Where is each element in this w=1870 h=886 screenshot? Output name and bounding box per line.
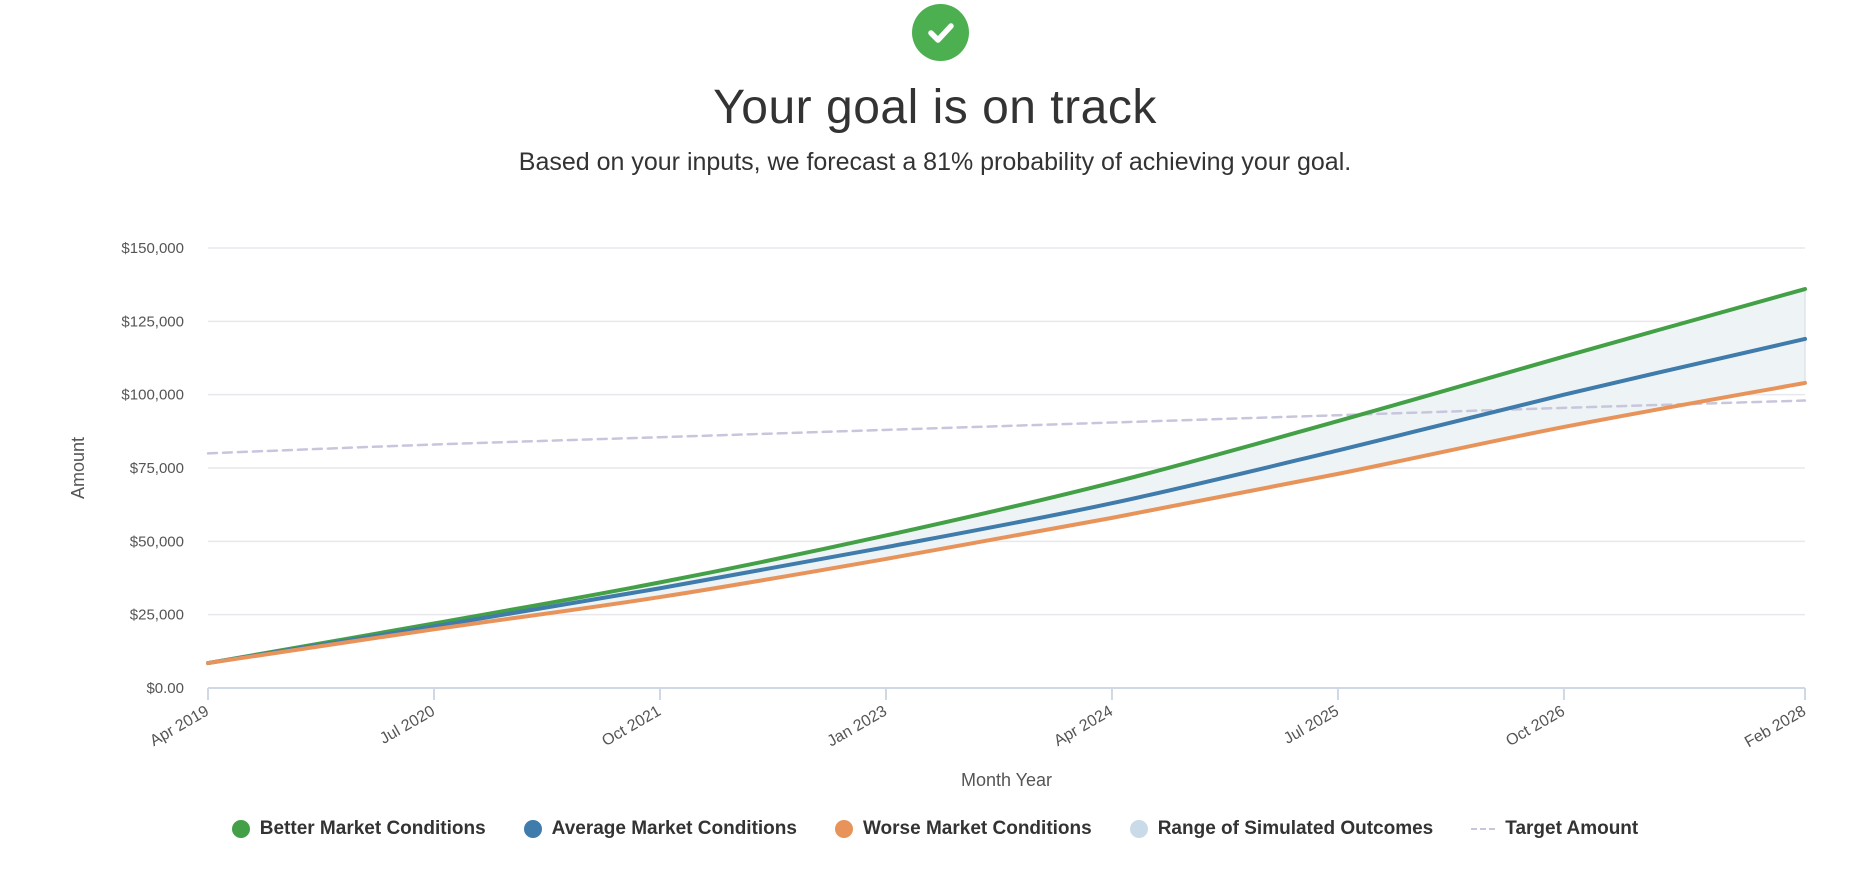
x-tick-label: Oct 2021 — [599, 703, 664, 750]
series-line-worse-market-conditions — [206, 380, 1807, 666]
y-tick-label: $100,000 — [121, 387, 184, 404]
x-tick-label: Apr 2024 — [1051, 703, 1116, 750]
circle-swatch-icon — [834, 820, 853, 838]
goal-status-headline: Your goal is on track — [713, 81, 1157, 134]
x-tick-label: Jul 2020 — [377, 703, 438, 748]
legend-item-better-market-conditions[interactable]: Better Market Conditions — [231, 818, 486, 840]
series-line-target-amount — [206, 399, 1807, 455]
simulated-range-band — [208, 289, 1805, 664]
legend-label: Average Market Conditions — [551, 818, 797, 839]
x-tick-label: Feb 2028 — [1742, 703, 1809, 752]
x-tick-label: Jan 2023 — [824, 703, 890, 751]
y-tick-label: $75,000 — [130, 460, 184, 477]
y-tick-label: $150,000 — [121, 240, 184, 257]
y-tick-label: $0.00 — [146, 680, 184, 697]
circle-swatch-icon — [1129, 820, 1148, 838]
projection-chart: $0.00 $25,000 $50,000 $75,000 $100,000 $125,0… — [68, 240, 1809, 790]
goal-probability-text: Based on your inputs, we forecast a 81% … — [518, 148, 1352, 176]
chart-legend: Better Market Conditions Average Market C… — [0, 818, 1870, 840]
check-circle-icon — [912, 4, 969, 61]
series-line-average-market-conditions — [206, 336, 1807, 666]
x-tick-label: Jul 2025 — [1281, 703, 1342, 748]
legend-item-range-of-simulated-outcomes[interactable]: Range of Simulated Outcomes — [1129, 818, 1434, 840]
legend-item-average-market-conditions[interactable]: Average Market Conditions — [523, 818, 797, 840]
circle-swatch-icon — [231, 820, 250, 838]
legend-label: Worse Market Conditions — [862, 818, 1092, 839]
x-tick-label: Apr 2019 — [147, 703, 212, 750]
circle-swatch-icon — [523, 820, 542, 838]
series-line-better-market-conditions — [206, 287, 1807, 666]
legend-item-target-amount[interactable]: Target Amount — [1471, 818, 1638, 840]
legend-item-worse-market-conditions[interactable]: Worse Market Conditions — [834, 818, 1092, 840]
y-tick-label: $25,000 — [130, 607, 184, 624]
legend-label: Target Amount — [1505, 818, 1639, 839]
y-tick-label: $125,000 — [121, 313, 184, 330]
y-axis-title: Amount — [68, 437, 88, 499]
legend-label: Better Market Conditions — [259, 818, 486, 839]
x-axis-title: Month Year — [961, 770, 1052, 790]
x-tick-label: Oct 2026 — [1503, 703, 1568, 750]
legend-label: Range of Simulated Outcomes — [1157, 818, 1434, 839]
dashed-line-swatch — [1471, 828, 1496, 830]
y-tick-label: $50,000 — [130, 533, 184, 550]
